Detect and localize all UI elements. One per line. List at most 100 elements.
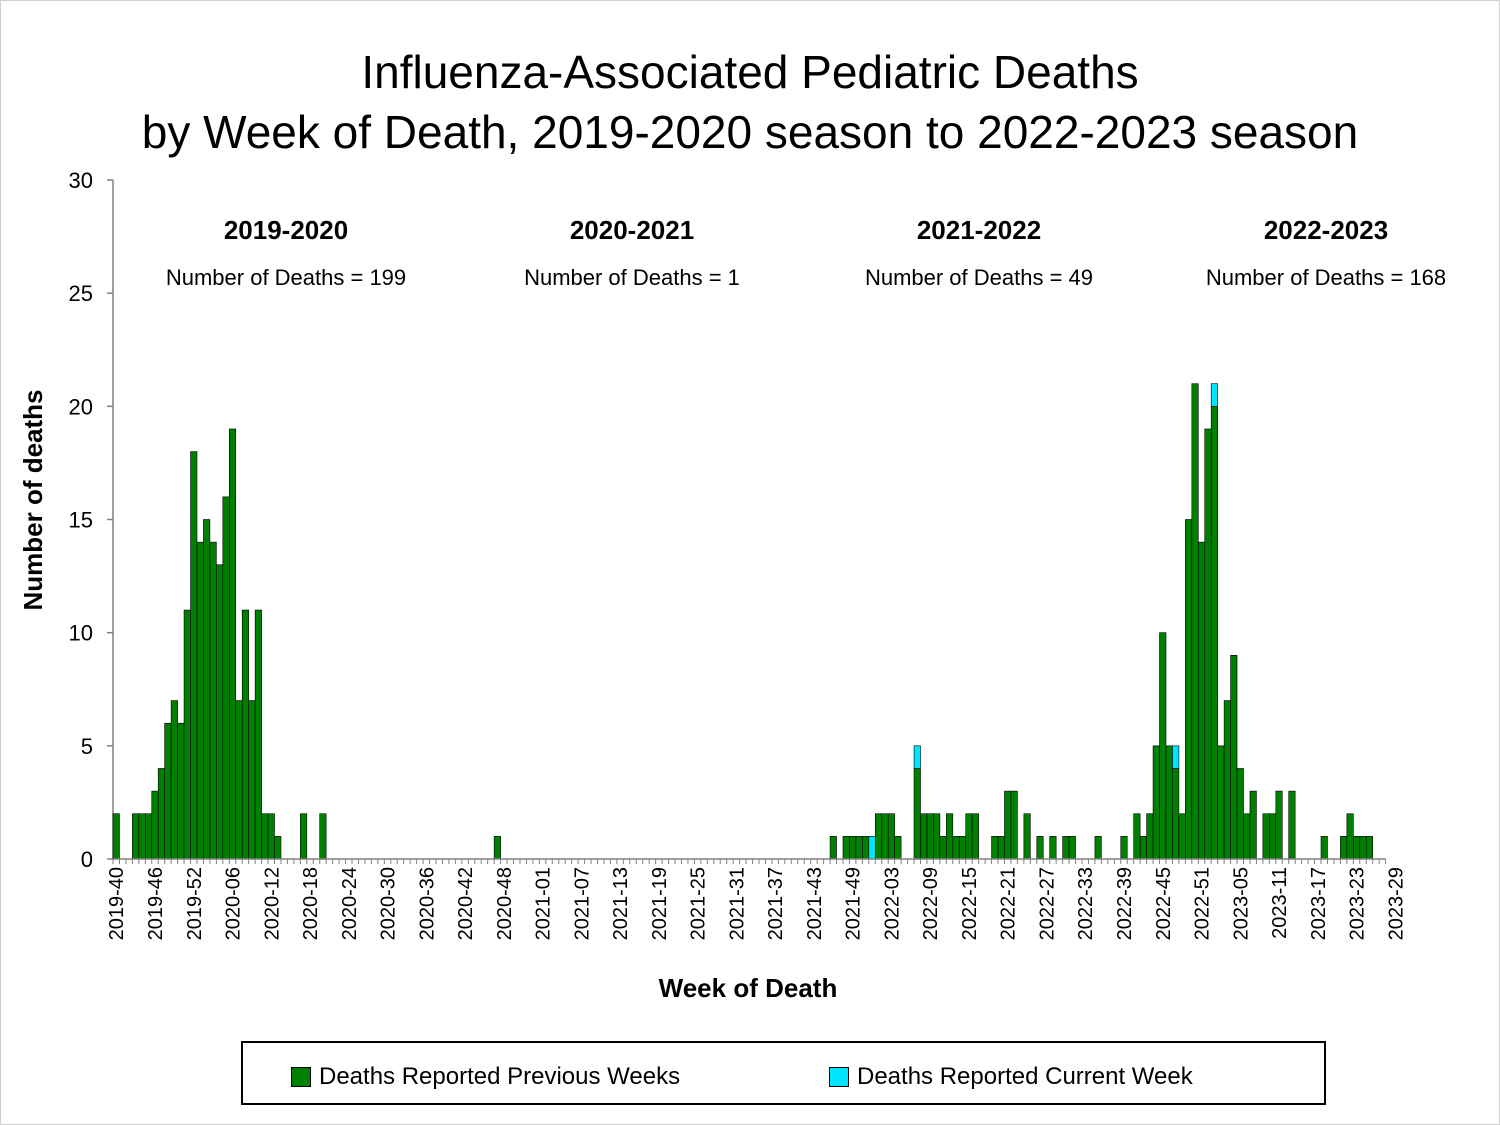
bar-previous <box>1262 813 1270 860</box>
x-tick-label: 2021-07 <box>571 867 593 940</box>
legend: Deaths Reported Previous Weeks Deaths Re… <box>241 1041 1326 1105</box>
bar-previous <box>1217 745 1225 860</box>
bar-previous <box>933 813 941 860</box>
season-deaths-label: Number of Deaths = 49 <box>865 265 1093 290</box>
season-label: 2022-2023 <box>1264 215 1388 245</box>
bar-previous <box>1191 383 1199 860</box>
x-tick-label: 2021-01 <box>533 867 555 940</box>
y-tick-label: 0 <box>81 847 93 872</box>
bar-previous <box>1172 768 1180 860</box>
bar-previous <box>151 790 159 860</box>
bar-previous <box>235 700 243 860</box>
bar-previous <box>248 700 256 860</box>
bar-previous <box>1139 836 1147 860</box>
bar-previous <box>196 541 204 860</box>
bar-previous <box>1236 768 1244 860</box>
x-tick-label: 2020-30 <box>378 867 400 940</box>
bar-previous <box>1249 790 1257 860</box>
bar-previous <box>1036 836 1044 860</box>
y-tick-label: 20 <box>69 394 93 419</box>
bar-previous <box>1359 836 1367 860</box>
bar-previous <box>254 609 262 860</box>
bar-previous <box>958 836 967 860</box>
x-tick-label: 2022-03 <box>881 867 903 940</box>
x-tick-label: 2022-21 <box>998 867 1020 940</box>
bar-previous <box>849 836 857 860</box>
bar-previous <box>829 836 837 860</box>
bar-previous <box>894 836 902 860</box>
bar-current <box>1172 745 1180 769</box>
bar-previous <box>145 813 153 860</box>
x-tick-label: 2020-36 <box>416 867 438 940</box>
x-tick-label: 2022-39 <box>1114 867 1136 940</box>
bar-previous <box>138 813 146 860</box>
bar-previous <box>1346 813 1354 860</box>
bar-previous <box>946 813 954 860</box>
bar-previous <box>1068 836 1076 860</box>
y-tick-label: 5 <box>81 734 93 759</box>
legend-label-current: Deaths Reported Current Week <box>857 1063 1193 1090</box>
bar-previous <box>1062 836 1070 860</box>
bar-previous <box>274 836 282 860</box>
bar-previous <box>203 519 211 860</box>
x-tick-label: 2023-23 <box>1347 867 1369 940</box>
bar-current <box>1210 383 1218 407</box>
bar-previous <box>261 813 269 860</box>
bar-previous <box>222 496 230 860</box>
bar-current <box>913 745 921 769</box>
bar-previous <box>1133 813 1141 860</box>
x-tick-label: 2022-45 <box>1153 867 1175 940</box>
x-tick-label: 2023-05 <box>1230 867 1252 940</box>
season-deaths-label: Number of Deaths = 168 <box>1206 265 1446 290</box>
bar-previous <box>874 813 883 860</box>
season-deaths-label: Number of Deaths = 1 <box>524 265 740 290</box>
bar-previous <box>952 836 960 860</box>
bar-previous <box>1210 406 1218 860</box>
x-axis-title: Week of Death <box>659 973 838 1003</box>
x-tick-label: 2019-46 <box>145 867 167 940</box>
bar-previous <box>965 813 973 860</box>
season-label: 2020-2021 <box>570 215 694 245</box>
bar-current <box>868 836 876 860</box>
bar-previous <box>190 451 198 860</box>
x-tick-label: 2021-19 <box>649 867 671 940</box>
chart-title-line-1: Influenza-Associated Pediatric Deaths <box>361 46 1139 98</box>
bar-previous <box>493 836 501 860</box>
legend-label-previous: Deaths Reported Previous Weeks <box>319 1063 681 1090</box>
bar-previous <box>112 813 120 860</box>
bar-previous <box>1049 836 1057 860</box>
bar-previous <box>1023 813 1031 860</box>
bar-previous <box>267 813 275 860</box>
bar-previous <box>997 836 1005 860</box>
bar-previous <box>1094 836 1102 860</box>
bar-previous <box>1178 813 1186 860</box>
bar-previous <box>881 813 889 860</box>
y-axis-title: Number of deaths <box>18 389 48 610</box>
bar-previous <box>913 768 921 860</box>
legend-swatch-previous <box>291 1067 311 1087</box>
bar-previous <box>1288 790 1296 860</box>
x-tick-label: 2020-18 <box>300 867 322 940</box>
x-tick-label: 2021-13 <box>610 867 632 940</box>
bar-previous <box>183 609 191 860</box>
bar-previous <box>300 813 308 860</box>
bar-previous <box>926 813 934 860</box>
x-tick-label: 2020-06 <box>223 867 245 940</box>
bar-previous <box>164 722 172 860</box>
bar-previous <box>1165 745 1173 860</box>
bar-previous <box>1243 813 1251 860</box>
x-tick-label: 2022-15 <box>959 867 981 940</box>
bar-previous <box>319 813 327 860</box>
bar-previous <box>177 722 185 860</box>
bar-previous <box>1152 745 1160 860</box>
legend-item-previous: Deaths Reported Previous Weeks <box>291 1063 680 1091</box>
bar-previous <box>842 836 850 860</box>
bar-previous <box>1320 836 1328 860</box>
x-tick-label: 2020-24 <box>339 867 361 940</box>
bar-previous <box>132 813 140 860</box>
bar-previous <box>1353 836 1361 860</box>
x-tick-label: 2020-48 <box>494 867 516 940</box>
x-tick-label: 2022-33 <box>1075 867 1097 940</box>
x-tick-label: 2020-42 <box>455 867 477 940</box>
bar-previous <box>1275 790 1283 860</box>
